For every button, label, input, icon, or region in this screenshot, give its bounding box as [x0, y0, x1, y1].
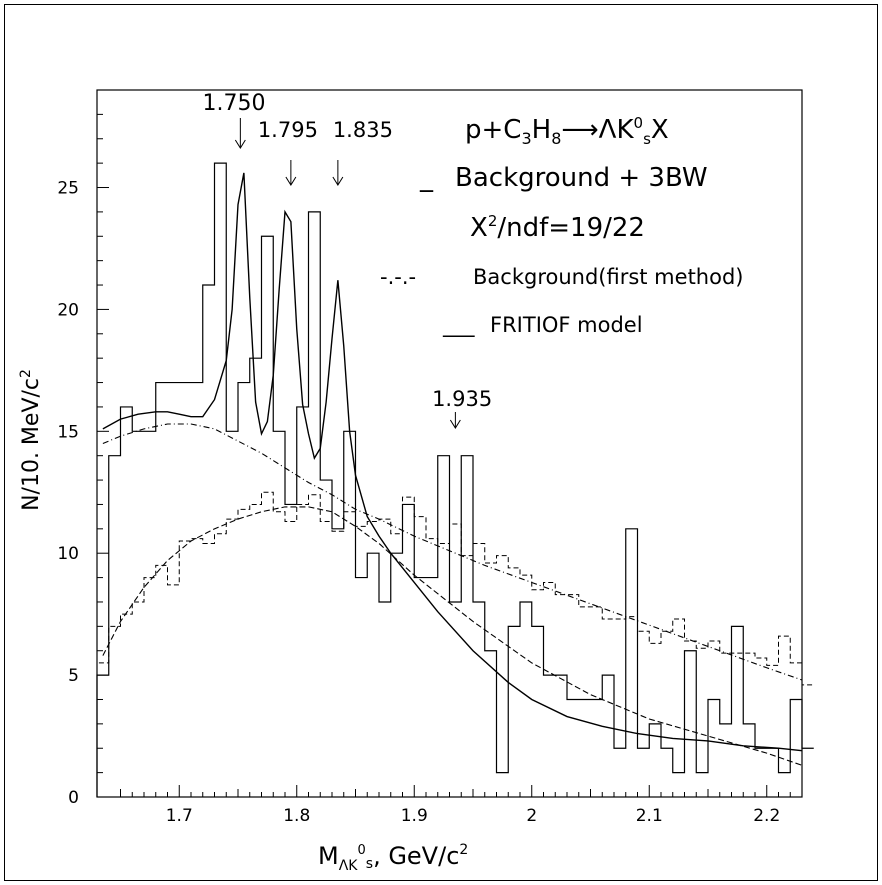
- reaction-h-sub: 8: [551, 129, 561, 148]
- x-tick-labels: 1.7 1.8 1.9 2 2.1 2.2: [166, 806, 781, 826]
- reaction-prod-sup: 0: [634, 114, 644, 132]
- reaction-x: X: [651, 115, 669, 145]
- fit-curves: [102, 172, 803, 766]
- x-tick-label: 2.1: [636, 806, 663, 826]
- x-axis-label-tailsup: 2: [459, 842, 468, 858]
- legend-fit-label: Background + 3BW: [455, 163, 708, 193]
- x-axis-label-sub: ΛK: [339, 858, 359, 874]
- reaction-prod-sub: s: [643, 130, 651, 148]
- y-tick-label: 10: [57, 544, 79, 564]
- x-tick-label: 2: [526, 806, 537, 826]
- x-tick-label: 1.8: [283, 806, 310, 826]
- background-curve: [102, 423, 803, 681]
- x-tick-label: 2.2: [753, 806, 780, 826]
- x-axis-label-sub2: s: [366, 856, 373, 872]
- legend-fritiof-label: FRITIOF model: [490, 313, 643, 337]
- y-tick-label: 5: [68, 666, 79, 686]
- peak-label: 1.750: [203, 91, 266, 116]
- data-hist-step: [96, 162, 814, 797]
- x-tick-label: 1.7: [166, 806, 193, 826]
- reaction-c-sub: 3: [521, 129, 531, 148]
- chi2-sup: 2: [488, 212, 498, 230]
- fit-curve: [102, 172, 803, 752]
- legend-background-marker: -.-.-: [380, 265, 416, 289]
- reaction-p: p+C: [465, 115, 521, 145]
- data-histogram: [96, 162, 814, 797]
- y-tick-label: 0: [68, 788, 79, 808]
- y-tick-label: 15: [57, 422, 79, 442]
- peak-arrow-head: [285, 176, 297, 186]
- peak-label: 1.835: [333, 118, 393, 142]
- x-axis-label-sup: 0: [357, 843, 365, 858]
- fritiof-curve: [102, 506, 803, 766]
- reaction-prod: ΛK: [599, 115, 635, 145]
- y-tick-labels: 0 5 10 15 20 25: [57, 179, 79, 808]
- peak-arrow-head: [332, 176, 344, 186]
- reaction-arrow: ⟶: [561, 115, 598, 145]
- legend-fritiof-marker: ___: [442, 313, 475, 338]
- x-axis-label-main: M: [318, 842, 339, 870]
- peak-arrow-head: [234, 139, 246, 149]
- reaction-label: p+C3H8⟶ΛK0sX: [465, 114, 669, 148]
- figure-frame: [4, 4, 878, 881]
- y-axis-label-sup: 2: [18, 369, 34, 378]
- peak-arrow-head: [449, 419, 461, 429]
- x-axis-label: MΛK0s, GeV/c2: [318, 842, 468, 874]
- legend-background-label: Background(first method): [473, 265, 743, 289]
- legend-chi2: X2/ndf=19/22: [470, 212, 645, 243]
- legend-fit-marker: _: [419, 163, 434, 193]
- fritiof-histogram: [96, 491, 814, 797]
- y-tick-label: 25: [57, 179, 79, 199]
- y-axis-label-main: N/10. MeV/c: [19, 378, 44, 511]
- y-tick-label: 20: [57, 300, 79, 320]
- reaction-h: H: [532, 115, 552, 145]
- x-axis-label-tail: , GeV/c: [373, 842, 459, 870]
- x-tick-label: 1.9: [401, 806, 428, 826]
- fritiof-hist-step: [96, 491, 814, 797]
- peak-label: 1.795: [258, 118, 318, 142]
- chi2-rest: /ndf=19/22: [497, 213, 645, 243]
- peak-label: 1.935: [432, 387, 492, 411]
- y-axis-label: N/10. MeV/c2: [18, 369, 44, 511]
- axis-ticks: [97, 89, 803, 798]
- chi2-symbol: X: [470, 213, 488, 243]
